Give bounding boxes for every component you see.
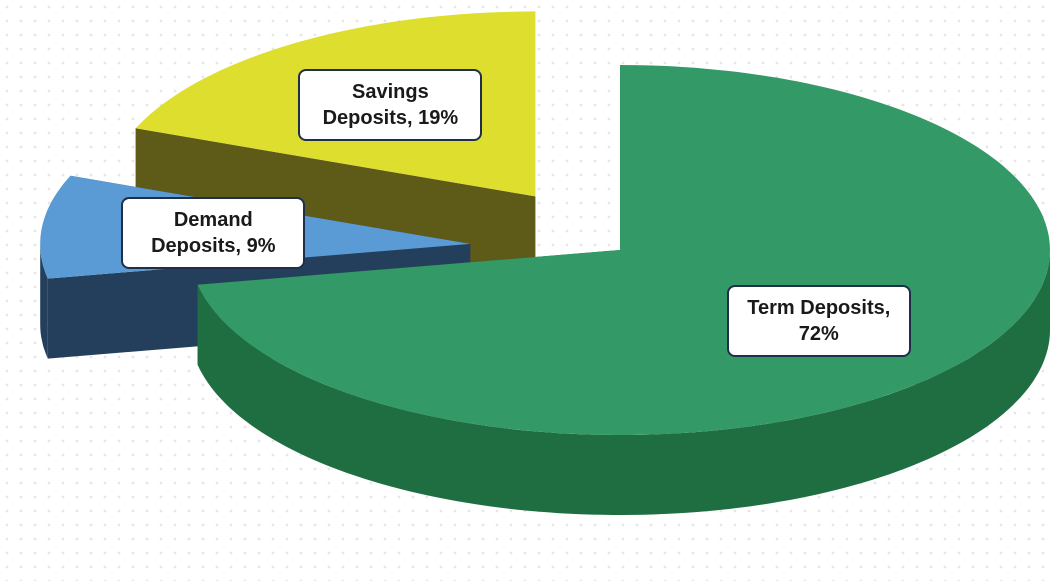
data-label: Term Deposits, 72% — [726, 284, 911, 357]
slice-wall — [40, 243, 48, 359]
slice-wall — [197, 250, 1051, 515]
data-label: Demand Deposits, 9% — [121, 197, 306, 270]
data-label: Savings Deposits, 19% — [298, 68, 483, 141]
